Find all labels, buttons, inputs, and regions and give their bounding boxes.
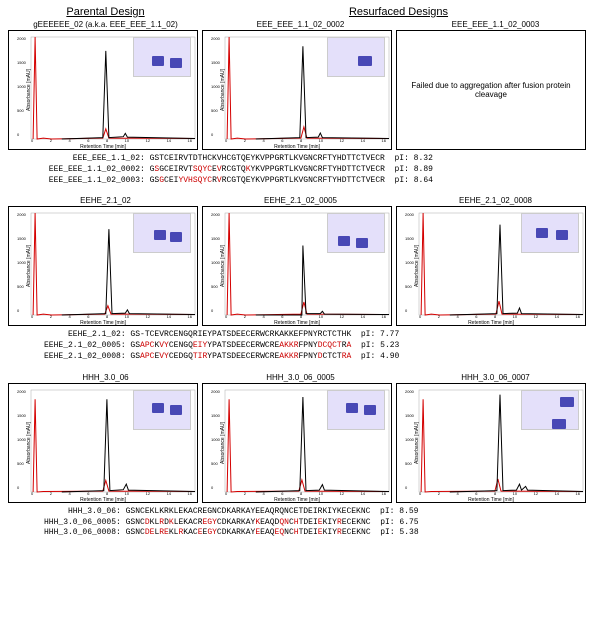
- header-resurfaced: Resurfaced Designs: [203, 6, 594, 18]
- header-row: Parental Design Resurfaced Designs: [8, 6, 594, 18]
- chromatogram-panel: Absorbance [mAU]Retention Time [min]2000…: [396, 206, 586, 326]
- panel-label: EEHE_2.1_02: [8, 196, 203, 205]
- panel-label: HHH_3.0_06_0005: [203, 373, 398, 382]
- gel-inset: [133, 37, 191, 77]
- gel-inset: [133, 213, 191, 253]
- panel-labels-row3: HHH_3.0_06 HHH_3.0_06_0005 HHH_3.0_06_00…: [8, 373, 594, 382]
- failed-panel: Failed due to aggregation after fusion p…: [396, 30, 586, 150]
- panel-labels-row1: gEEEEEE_02 (a.k.a. EEE_EEE_1.1_02) EEE_E…: [8, 20, 594, 29]
- gel-inset: [133, 390, 191, 430]
- panel-label: HHH_3.0_06: [8, 373, 203, 382]
- sequence-block: HHH_3.0_06: GSNCEKLKRKLEKACREGNCDKARKAYE…: [20, 507, 594, 539]
- chromatogram-panel: Absorbance [mAU]Retention Time [min]2000…: [202, 206, 392, 326]
- gel-inset: [521, 390, 579, 430]
- panel-row: Absorbance [mAU]Retention Time [min]2000…: [8, 206, 594, 326]
- chromatogram-panel: Absorbance [mAU]Retention Time [min]2000…: [8, 206, 198, 326]
- fail-message: Failed due to aggregation after fusion p…: [407, 81, 575, 99]
- panel-label: EEHE_2.1_02_0008: [398, 196, 593, 205]
- panel-label: HHH_3.0_06_0007: [398, 373, 593, 382]
- chromatogram-panel: Absorbance [mAU]Retention Time [min]2000…: [396, 383, 586, 503]
- sequence-block: EEE_EEE_1.1_02: GSTCEIRVTDTHCKVHCGTQEYKV…: [20, 154, 594, 186]
- panel-row: Absorbance [mAU]Retention Time [min]2000…: [8, 383, 594, 503]
- panel-label: EEE_EEE_1.1_02_0003: [398, 20, 593, 29]
- chromatogram-panel: Absorbance [mAU]Retention Time [min]2000…: [8, 30, 198, 150]
- header-parental: Parental Design: [8, 6, 203, 18]
- gel-inset: [327, 213, 385, 253]
- panel-label: EEE_EEE_1.1_02_0002: [203, 20, 398, 29]
- panel-label: gEEEEEE_02 (a.k.a. EEE_EEE_1.1_02): [8, 20, 203, 29]
- panel-labels-row2: EEHE_2.1_02 EEHE_2.1_02_0005 EEHE_2.1_02…: [8, 196, 594, 205]
- panel-label: EEHE_2.1_02_0005: [203, 196, 398, 205]
- chromatogram-panel: Absorbance [mAU]Retention Time [min]2000…: [8, 383, 198, 503]
- sequence-block: EEHE_2.1_02: GS-TCEVRCENGQRIEYPATSDEECER…: [20, 330, 594, 362]
- chromatogram-panel: Absorbance [mAU]Retention Time [min]2000…: [202, 30, 392, 150]
- gel-inset: [327, 37, 385, 77]
- panel-row: Absorbance [mAU]Retention Time [min]2000…: [8, 30, 594, 150]
- gel-inset: [327, 390, 385, 430]
- gel-inset: [521, 213, 579, 253]
- chromatogram-panel: Absorbance [mAU]Retention Time [min]2000…: [202, 383, 392, 503]
